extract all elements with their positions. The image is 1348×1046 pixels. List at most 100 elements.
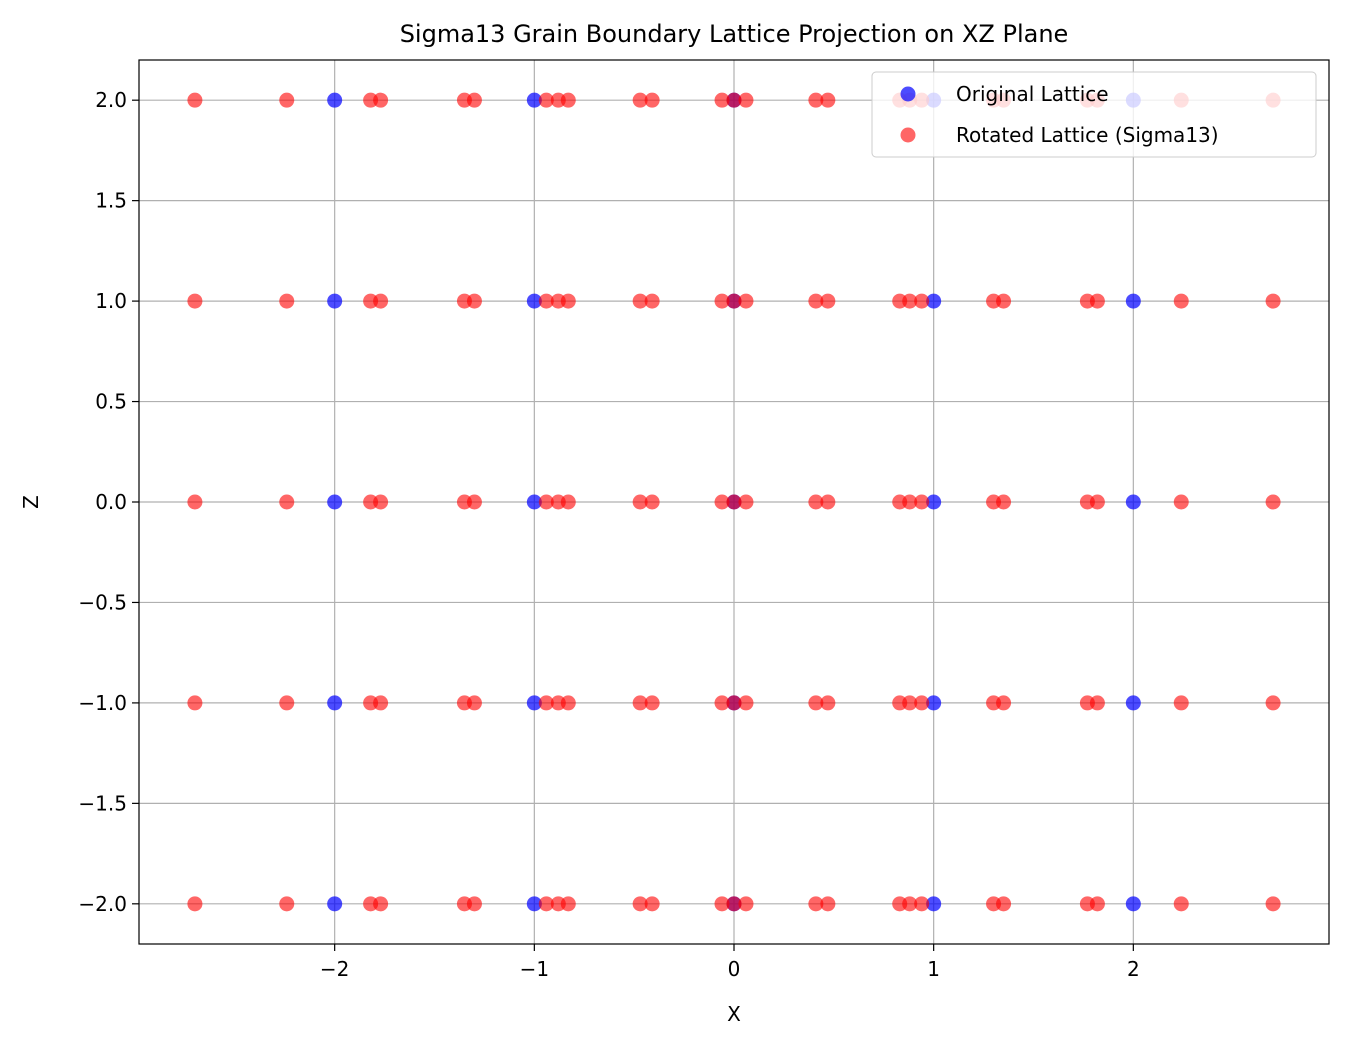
rotated-lattice-point [808, 293, 824, 309]
rotated-lattice-point [538, 293, 554, 309]
rotated-lattice-point [538, 896, 554, 912]
x-tick-label: −1 [520, 957, 549, 981]
rotated-lattice-point [632, 494, 648, 510]
original-lattice-point [1125, 293, 1141, 309]
rotated-lattice-point [644, 494, 660, 510]
rotated-lattice-point [1089, 494, 1105, 510]
rotated-lattice-point [996, 494, 1012, 510]
original-lattice-point [526, 293, 542, 309]
rotated-lattice-point [644, 293, 660, 309]
rotated-lattice-point [644, 695, 660, 711]
original-lattice-point [327, 896, 343, 912]
rotated-lattice-point [279, 494, 295, 510]
x-tick-label: 0 [728, 957, 741, 981]
rotated-lattice-point [632, 695, 648, 711]
rotated-lattice-point [187, 494, 203, 510]
rotated-lattice-point [726, 92, 742, 108]
y-axis-label: Z [19, 495, 43, 509]
original-lattice-point [327, 293, 343, 309]
rotated-lattice-point [1265, 494, 1281, 510]
rotated-lattice-point [726, 896, 742, 912]
rotated-lattice-point [187, 92, 203, 108]
original-lattice-point [327, 494, 343, 510]
rotated-lattice-point [902, 695, 918, 711]
original-lattice-point [526, 695, 542, 711]
rotated-lattice-point [996, 896, 1012, 912]
rotated-lattice-point [187, 293, 203, 309]
rotated-lattice-point [466, 92, 482, 108]
rotated-lattice-point [808, 92, 824, 108]
rotated-lattice-point [632, 896, 648, 912]
x-tick-label: −2 [320, 957, 349, 981]
rotated-lattice-point [279, 896, 295, 912]
rotated-lattice-point [466, 293, 482, 309]
x-tick-label: 1 [927, 957, 940, 981]
rotated-lattice-point [1173, 293, 1189, 309]
rotated-lattice-point [187, 896, 203, 912]
rotated-lattice-point [560, 695, 576, 711]
rotated-lattice-point [820, 896, 836, 912]
rotated-lattice-point [914, 494, 930, 510]
rotated-lattice-point [714, 293, 730, 309]
rotated-lattice-point [820, 494, 836, 510]
rotated-lattice-point [1173, 695, 1189, 711]
original-lattice-point [926, 896, 942, 912]
rotated-lattice-point [644, 92, 660, 108]
rotated-lattice-point [808, 896, 824, 912]
original-lattice-point [1125, 695, 1141, 711]
y-tick-label: −1.5 [78, 791, 127, 815]
rotated-lattice-point [1265, 896, 1281, 912]
rotated-lattice-point [373, 896, 389, 912]
y-tick-label: −1.0 [78, 691, 127, 715]
rotated-lattice-point [714, 896, 730, 912]
rotated-lattice-point [1173, 896, 1189, 912]
rotated-lattice-point [538, 92, 554, 108]
original-lattice-point [1125, 896, 1141, 912]
y-tick-label: 1.0 [95, 289, 127, 313]
original-lattice-point [926, 494, 942, 510]
original-lattice-point [327, 695, 343, 711]
rotated-lattice-point [726, 293, 742, 309]
original-lattice-point [926, 293, 942, 309]
rotated-lattice-point [1265, 293, 1281, 309]
rotated-lattice-point [726, 695, 742, 711]
rotated-lattice-point [738, 293, 754, 309]
x-axis-ticks: −2 −1 0 1 2 [320, 944, 1140, 981]
y-tick-label: 2.0 [95, 88, 127, 112]
rotated-lattice-point [820, 293, 836, 309]
original-lattice-point [926, 695, 942, 711]
rotated-lattice-point [1089, 896, 1105, 912]
rotated-lattice-point [1089, 293, 1105, 309]
rotated-lattice-point [1173, 494, 1189, 510]
rotated-lattice-point [560, 92, 576, 108]
rotated-lattice-point [914, 896, 930, 912]
rotated-lattice-point [820, 695, 836, 711]
rotated-lattice-point [187, 695, 203, 711]
rotated-lattice-point [914, 695, 930, 711]
rotated-lattice-point [466, 695, 482, 711]
rotated-lattice-point [279, 695, 295, 711]
rotated-lattice-point [996, 695, 1012, 711]
rotated-lattice-point [279, 92, 295, 108]
rotated-lattice-point [466, 494, 482, 510]
rotated-lattice-point [820, 92, 836, 108]
rotated-lattice-point [632, 293, 648, 309]
rotated-lattice-point [560, 293, 576, 309]
rotated-lattice-point [560, 494, 576, 510]
rotated-lattice-point [466, 896, 482, 912]
rotated-lattice-point [726, 494, 742, 510]
x-axis-label: X [727, 1002, 741, 1026]
legend-label-original: Original Lattice [956, 82, 1109, 106]
rotated-lattice-point [644, 896, 660, 912]
rotated-lattice-point [373, 293, 389, 309]
original-lattice-point [327, 92, 343, 108]
original-lattice-point [526, 896, 542, 912]
rotated-lattice-point [538, 494, 554, 510]
rotated-lattice-point [560, 896, 576, 912]
rotated-lattice-point [738, 695, 754, 711]
rotated-lattice-point [714, 695, 730, 711]
y-tick-label: −2.0 [78, 892, 127, 916]
legend: Original Lattice Rotated Lattice (Sigma1… [871, 71, 1317, 158]
legend-marker-rotated [900, 127, 916, 143]
rotated-lattice-point [373, 695, 389, 711]
